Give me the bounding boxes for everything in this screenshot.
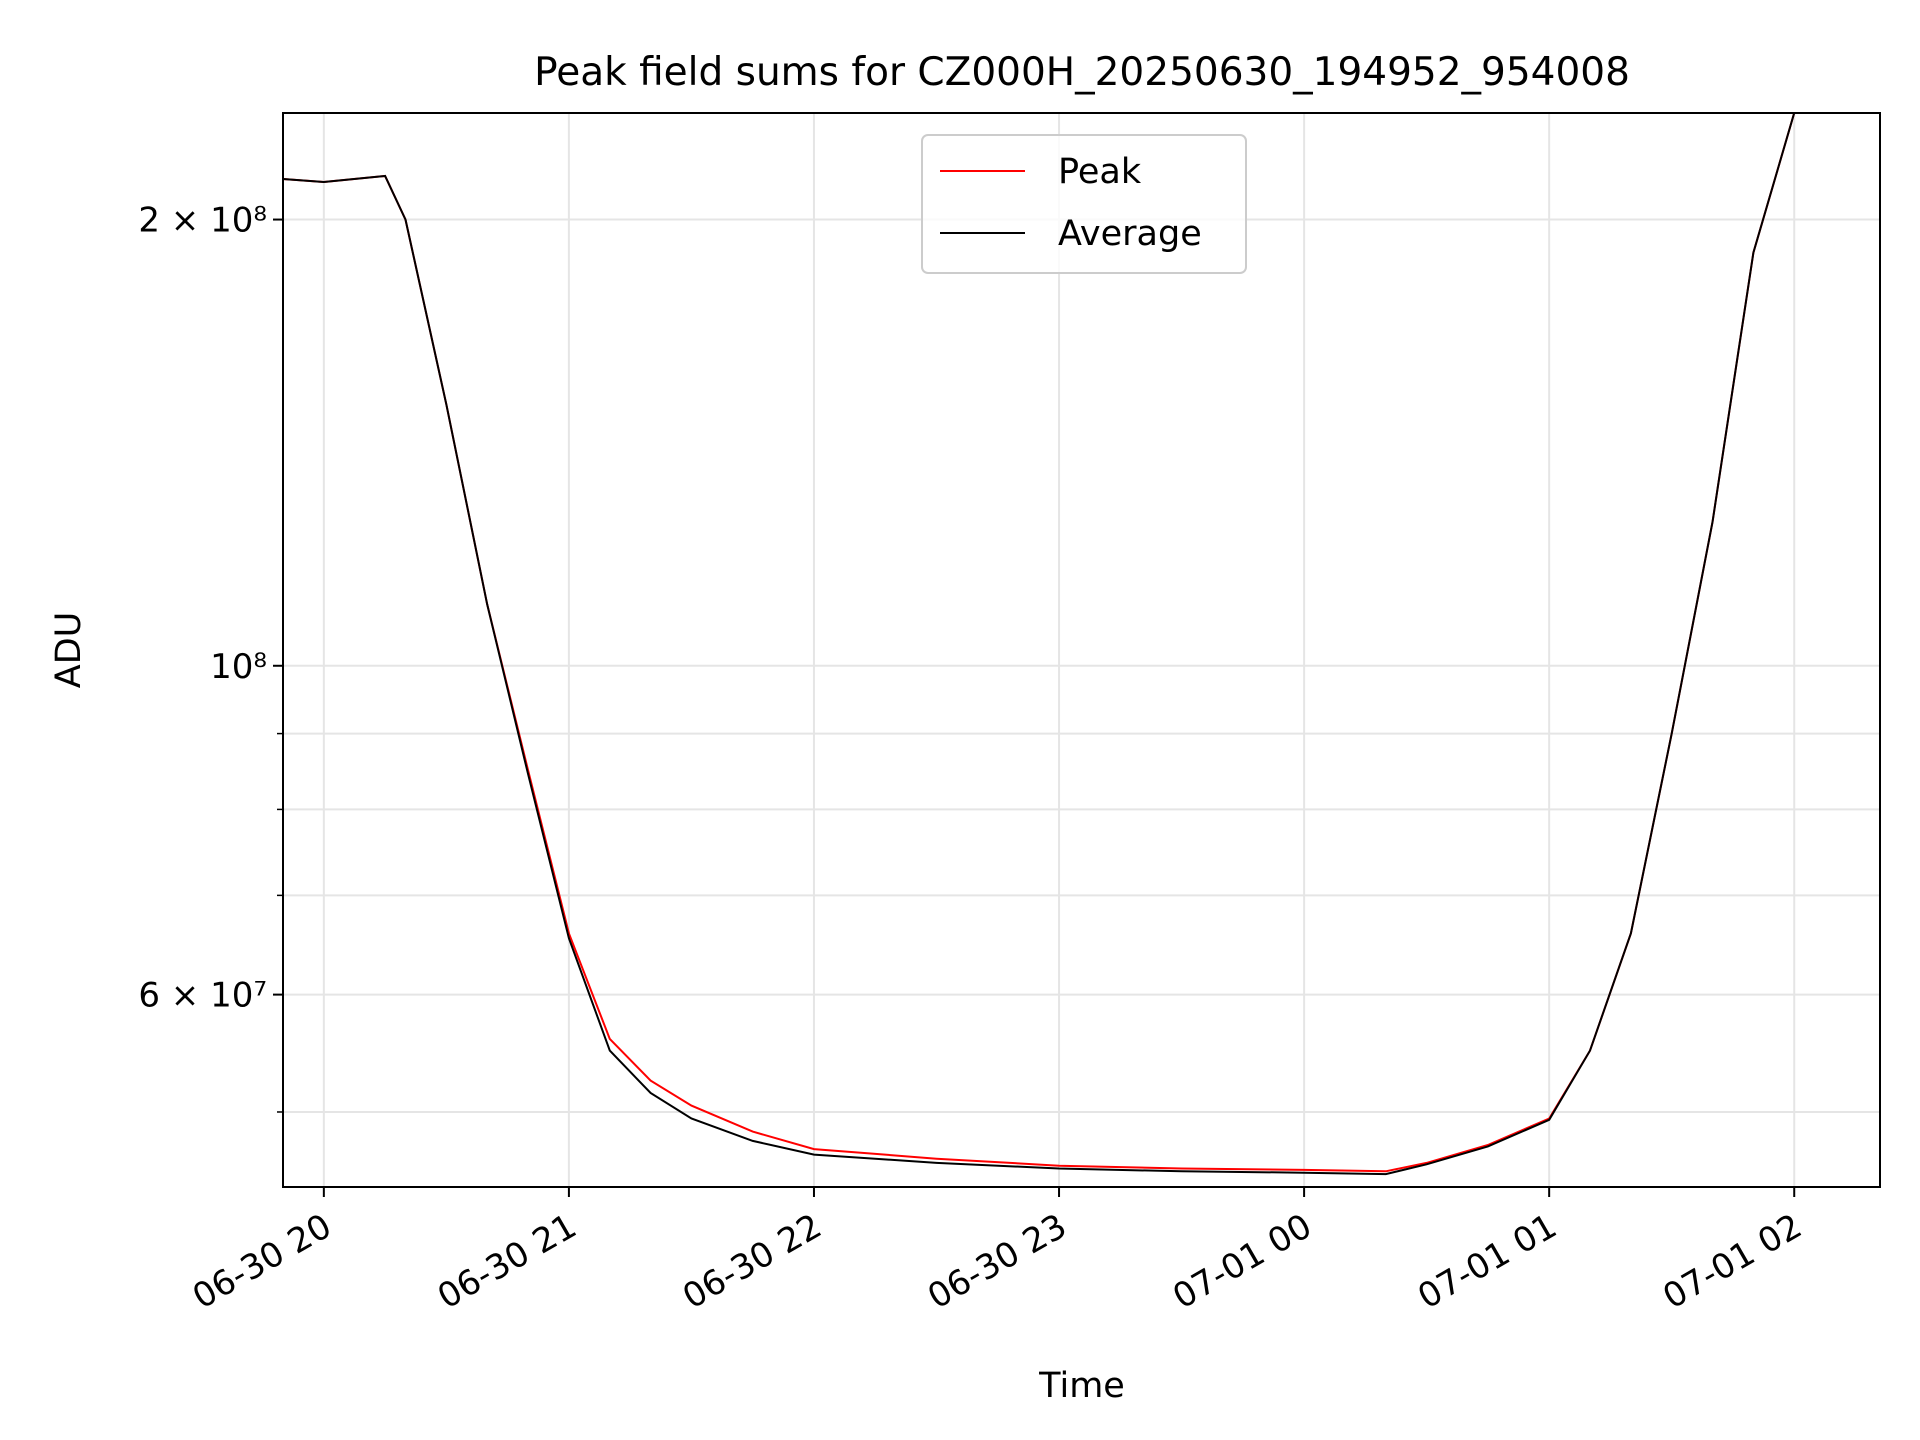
x-tick-label: 07-01 02 — [1656, 1206, 1808, 1317]
y-tick-label: 2 × 10⁸ — [138, 201, 267, 241]
plot-area-frame — [282, 112, 1881, 1188]
legend-label: Peak — [1058, 152, 1142, 192]
x-tick-label: 07-01 00 — [1166, 1206, 1318, 1317]
y-tick-label: 10⁸ — [210, 647, 267, 687]
x-tick-label: 06-30 23 — [921, 1206, 1073, 1317]
y-axis-label: ADU — [49, 612, 89, 689]
x-tick-label: 06-30 20 — [186, 1206, 338, 1317]
series-average-line — [282, 112, 1880, 1176]
chart-title: Peak field sums for CZ000H_20250630_1949… — [534, 50, 1630, 95]
legend: Peak Average — [921, 134, 1247, 274]
x-tick-label: 07-01 01 — [1411, 1206, 1563, 1317]
legend-label: Average — [1058, 214, 1202, 254]
axes: 06-30 20 06-30 21 06-30 22 06-30 23 07-01 00… — [138, 201, 1808, 1318]
x-tick-label: 06-30 21 — [431, 1206, 583, 1317]
y-tick-label: 6 × 10⁷ — [138, 976, 267, 1016]
grid — [283, 113, 1880, 1187]
x-tick-label: 06-30 22 — [676, 1206, 828, 1317]
series-layer — [282, 112, 1880, 1176]
x-axis-label: Time — [1038, 1366, 1125, 1406]
legend-box — [921, 134, 1247, 274]
